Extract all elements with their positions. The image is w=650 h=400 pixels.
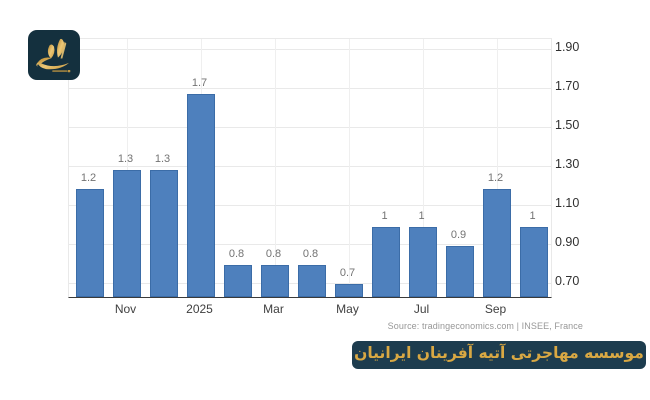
- bar-value-label: 1.2: [487, 172, 504, 184]
- institute-banner-text: موسسه مهاجرتی آتیه آفرینان ایرانیان: [354, 344, 644, 363]
- bar: [260, 265, 289, 297]
- y-tick-label: 0.90: [555, 235, 580, 249]
- bar: [371, 227, 400, 297]
- h-gridline: [69, 127, 551, 128]
- bar-value-label: 0.8: [228, 248, 245, 260]
- x-tick-label: Jul: [413, 302, 430, 316]
- bar: [297, 265, 326, 297]
- bar: [334, 284, 363, 297]
- h-gridline: [69, 88, 551, 89]
- plot-area: [68, 38, 552, 298]
- x-tick-label: Nov: [114, 302, 137, 316]
- atieh-afarinan-logo: [28, 30, 80, 80]
- bar: [186, 94, 215, 297]
- v-gridline: [348, 39, 350, 297]
- bar: [223, 265, 252, 297]
- source-attribution: Source: tradingeconomics.com | INSEE, Fr…: [387, 321, 583, 331]
- bar-value-label: 0.7: [339, 267, 356, 279]
- h-gridline: [69, 205, 551, 206]
- bar-value-label: 1.7: [191, 77, 208, 89]
- v-gridline: [126, 39, 128, 297]
- bar-value-label: 1.3: [117, 153, 134, 165]
- y-tick-label: 1.30: [555, 157, 580, 171]
- bar-value-label: 0.9: [450, 229, 467, 241]
- bar-value-label: 1: [529, 210, 536, 222]
- x-tick-label: 2025: [186, 302, 213, 316]
- y-tick-label: 1.70: [555, 79, 580, 93]
- bar-value-label: 1.3: [154, 153, 171, 165]
- h-gridline: [69, 49, 551, 50]
- bar-value-label: 1.2: [80, 172, 97, 184]
- bar: [482, 189, 511, 297]
- bar: [408, 227, 437, 297]
- bar: [445, 246, 474, 297]
- bar-value-label: 0.8: [265, 248, 282, 260]
- bar: [75, 189, 104, 297]
- bar-value-label: 0.8: [302, 248, 319, 260]
- v-gridline: [422, 39, 424, 297]
- v-gridline: [496, 39, 498, 297]
- y-tick-label: 0.70: [555, 274, 580, 288]
- y-tick-label: 1.10: [555, 196, 580, 210]
- bar: [519, 227, 548, 297]
- bar-value-label: 1: [381, 210, 388, 222]
- bar: [149, 170, 178, 297]
- y-tick-label: 1.50: [555, 118, 580, 132]
- h-gridline: [69, 166, 551, 167]
- bar-value-label: 1: [418, 210, 425, 222]
- bar: [112, 170, 141, 297]
- y-tick-label: 1.90: [555, 40, 580, 54]
- x-tick-label: May: [336, 302, 359, 316]
- gold-bird-flame-icon: [36, 38, 71, 73]
- h-gridline: [69, 244, 551, 245]
- institute-banner: موسسه مهاجرتی آتیه آفرینان ایرانیان: [352, 341, 646, 369]
- x-tick-label: Mar: [263, 302, 284, 316]
- v-gridline: [274, 39, 276, 297]
- x-tick-label: Sep: [484, 302, 507, 316]
